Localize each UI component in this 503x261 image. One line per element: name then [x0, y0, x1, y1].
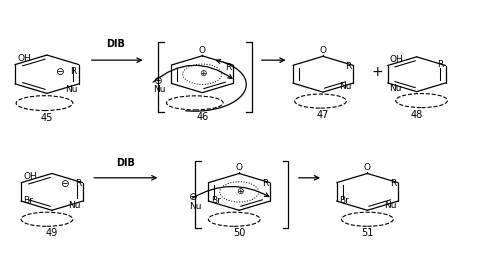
Text: $\ominus$: $\ominus$	[153, 75, 163, 86]
Text: 47: 47	[317, 110, 329, 120]
Text: $\ominus$: $\ominus$	[59, 179, 69, 189]
Text: 51: 51	[361, 228, 374, 238]
Text: $\ominus$: $\ominus$	[55, 66, 65, 77]
Text: R: R	[75, 180, 81, 188]
Text: Br: Br	[24, 195, 34, 205]
Text: R: R	[345, 62, 352, 71]
Text: O: O	[319, 46, 326, 55]
Text: OH: OH	[390, 55, 403, 64]
Text: R: R	[262, 180, 268, 188]
Text: Nu: Nu	[339, 82, 352, 91]
Text: Nu: Nu	[153, 85, 165, 94]
Text: O: O	[364, 163, 371, 172]
Text: R: R	[390, 180, 396, 188]
Text: Nu: Nu	[68, 201, 81, 210]
Text: R: R	[70, 67, 76, 76]
Text: Nu: Nu	[65, 85, 77, 94]
Text: DIB: DIB	[116, 158, 135, 168]
Text: Nu: Nu	[384, 201, 396, 210]
Text: O: O	[236, 163, 242, 172]
Text: $\ominus$: $\ominus$	[188, 191, 198, 202]
Text: $\oplus$: $\oplus$	[199, 68, 208, 78]
Text: 50: 50	[233, 228, 245, 238]
Text: $\oplus$: $\oplus$	[236, 186, 244, 195]
Text: Br: Br	[211, 195, 221, 205]
Text: DIB: DIB	[107, 39, 125, 49]
Text: OH: OH	[23, 172, 37, 181]
Text: 46: 46	[196, 112, 208, 122]
Text: Nu: Nu	[189, 201, 201, 211]
Text: 49: 49	[46, 228, 58, 238]
Text: +: +	[371, 65, 383, 79]
Text: 45: 45	[41, 112, 53, 123]
Text: 48: 48	[410, 110, 423, 120]
Text: OH: OH	[18, 54, 31, 63]
Text: O: O	[199, 45, 206, 55]
Text: Nu: Nu	[390, 84, 402, 93]
Text: R: R	[438, 60, 444, 69]
Text: R: R	[225, 63, 231, 72]
Text: Br: Br	[339, 195, 349, 205]
